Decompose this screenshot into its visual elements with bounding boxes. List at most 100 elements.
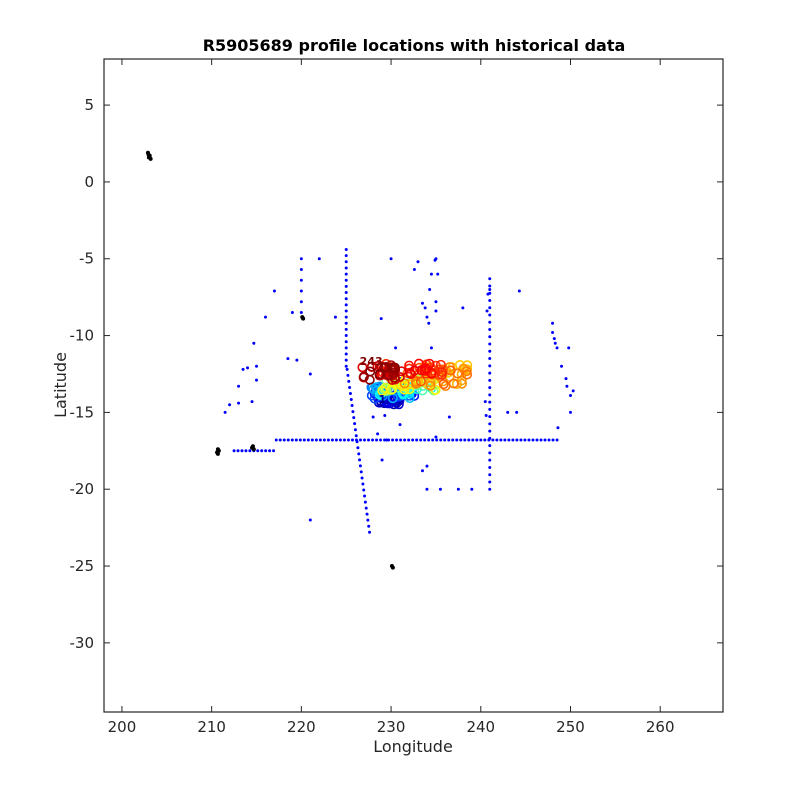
historical-point (344, 315, 348, 319)
historical-point (423, 438, 427, 442)
historical-point (488, 364, 492, 368)
historical-point (344, 272, 348, 276)
historical-point (308, 372, 312, 376)
historical-point (294, 438, 298, 442)
x-tick-label: 230 (377, 718, 406, 736)
historical-point (428, 287, 432, 291)
profile-marker (425, 380, 436, 391)
historical-point (310, 438, 314, 442)
x-tick-label: 250 (556, 718, 585, 736)
historical-point (553, 341, 557, 345)
historical-point (488, 487, 492, 491)
profile-points (357, 358, 473, 410)
profile-point (416, 365, 427, 376)
historical-point (326, 438, 330, 442)
historical-point (515, 438, 519, 442)
x-axis-label: Longitude (373, 737, 453, 756)
historical-point (499, 438, 503, 442)
historical-point (565, 384, 569, 388)
historical-point (560, 364, 564, 368)
historical-point (551, 438, 555, 442)
historical-point (346, 373, 350, 377)
historical-point (488, 298, 492, 302)
historical-point (543, 438, 547, 442)
historical-point (391, 438, 395, 442)
y-axis-label: Latitude (51, 352, 70, 418)
historical-point (555, 438, 559, 442)
profile-point (404, 384, 415, 395)
historical-point (366, 518, 370, 522)
historical-point (344, 334, 348, 338)
profile-point (425, 380, 436, 391)
historical-point (435, 438, 439, 442)
historical-point (299, 257, 303, 261)
historical-point (375, 438, 379, 442)
historical-point (350, 438, 354, 442)
historical-point (356, 446, 360, 450)
profile-label-first: 1 (379, 393, 387, 406)
historical-point (333, 315, 337, 319)
historical-point (412, 268, 416, 271)
historical-point (228, 403, 232, 407)
historical-point (371, 415, 375, 419)
historical-point (488, 436, 492, 440)
y-tick-label: -10 (70, 327, 95, 345)
historical-point (299, 278, 303, 282)
historical-point (308, 518, 312, 522)
historical-point (322, 438, 326, 442)
historical-point (467, 438, 471, 442)
profile-point (430, 360, 441, 371)
historical-point (344, 297, 348, 301)
historical-point (488, 393, 492, 397)
historical-point (488, 458, 492, 462)
historical-point (420, 469, 424, 473)
other-point (215, 451, 220, 456)
historical-point (272, 289, 276, 293)
historical-point (488, 378, 492, 382)
historical-point (237, 384, 241, 388)
other-point (146, 152, 151, 157)
historical-point (488, 371, 492, 375)
historical-point (486, 292, 490, 296)
historical-point (237, 401, 241, 405)
historical-point (380, 458, 384, 462)
historical-point (483, 438, 487, 442)
historical-point (488, 328, 492, 332)
historical-point (434, 435, 438, 439)
historical-point (260, 449, 264, 453)
historical-point (519, 438, 523, 442)
plot-border (103, 58, 724, 713)
historical-point (352, 416, 356, 420)
historical-point (434, 300, 438, 304)
historical-point (345, 367, 349, 371)
historical-point (268, 449, 272, 453)
profile-marker (399, 378, 410, 389)
profile-point (410, 378, 421, 389)
historical-point (463, 438, 467, 442)
historical-point (255, 364, 259, 368)
historical-point (564, 377, 568, 381)
historical-point (488, 320, 492, 324)
historical-point (244, 449, 248, 453)
historical-point (278, 438, 282, 442)
profile-marker (436, 367, 447, 378)
profile-marker (389, 362, 400, 373)
historical-point (416, 260, 420, 264)
historical-point (353, 422, 357, 426)
historical-point (290, 438, 294, 442)
historical-point (344, 248, 348, 252)
historical-point (485, 309, 489, 313)
historical-point (488, 473, 492, 477)
historical-point (365, 512, 369, 516)
historical-point (351, 410, 355, 414)
historical-point (360, 476, 364, 480)
historical-point (470, 487, 474, 491)
historical-point (475, 438, 479, 442)
historical-point (451, 438, 455, 442)
historical-point (488, 407, 492, 411)
historical-point (429, 346, 433, 350)
historical-point (355, 440, 359, 444)
historical-point (299, 268, 303, 271)
historical-point (334, 438, 338, 442)
historical-point (420, 301, 424, 305)
